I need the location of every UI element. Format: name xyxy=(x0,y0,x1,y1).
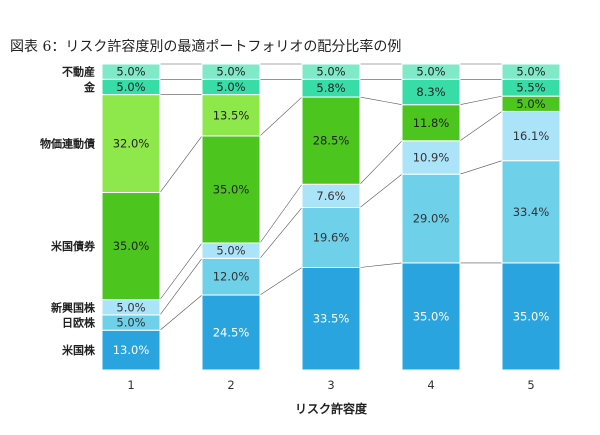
bar-segment xyxy=(301,207,361,268)
series-label: 金 xyxy=(83,80,96,94)
data-label: 5.0% xyxy=(116,65,145,79)
bar-segment xyxy=(501,160,561,264)
x-axis: 1 2 3 4 5 リスク許容度 xyxy=(127,378,534,416)
series-label: 米国株 xyxy=(61,343,96,357)
bar-segment xyxy=(201,294,261,371)
data-label: 5.0% xyxy=(516,97,545,111)
connector-line xyxy=(459,111,503,142)
x-tick-label: 2 xyxy=(227,378,234,392)
x-tick-label: 1 xyxy=(127,378,134,392)
bar-segment xyxy=(501,63,561,80)
bar-group-5: 35.0% 33.4% 16.1% 5.0% 5.5% 5.0% xyxy=(501,63,561,371)
x-tick-label: 4 xyxy=(427,378,434,392)
figure-title: 図表 6：リスク許容度別の最適ポートフォリオの配分比率の例 xyxy=(10,39,402,55)
connector-line xyxy=(459,160,503,175)
data-label: 13.0% xyxy=(113,343,150,357)
bar-segment xyxy=(201,94,261,137)
data-label: 8.3% xyxy=(416,85,445,99)
connector-line xyxy=(359,140,403,185)
connector-line xyxy=(159,242,203,300)
bar-segment xyxy=(101,63,161,80)
data-label: 5.0% xyxy=(116,300,145,314)
x-axis-title: リスク許容度 xyxy=(295,401,368,416)
data-label: 5.0% xyxy=(216,80,245,94)
data-label: 13.5% xyxy=(213,108,250,122)
data-label: 35.0% xyxy=(413,309,450,323)
series-label: 日欧株 xyxy=(62,316,96,330)
data-label: 12.0% xyxy=(213,270,250,284)
connector-line xyxy=(259,184,303,244)
connector-line xyxy=(359,262,403,268)
data-label: 33.5% xyxy=(313,312,350,326)
data-label: 33.4% xyxy=(513,205,550,219)
bar-segment xyxy=(401,104,461,142)
bar-segment xyxy=(201,257,261,296)
bar-groups: 13.0%5.0%5.0%35.0%32.0%5.0%5.0%24.5%12.0… xyxy=(101,63,561,371)
data-label: 5.0% xyxy=(416,65,445,79)
data-label: 5.5% xyxy=(516,81,545,95)
bar-segment xyxy=(301,63,361,80)
bar-segment xyxy=(301,266,361,371)
data-label: 16.1% xyxy=(513,129,550,143)
data-label: 7.6% xyxy=(316,189,345,203)
data-label: 5.0% xyxy=(116,316,145,330)
data-label: 5.8% xyxy=(316,81,345,95)
data-label: 5.0% xyxy=(516,65,545,79)
connector-line xyxy=(259,96,303,137)
data-label: 5.0% xyxy=(116,80,145,94)
bar-segment xyxy=(201,135,261,244)
bar-group-1: 13.0%5.0%5.0%35.0%32.0%5.0%5.0% xyxy=(101,63,161,371)
bar-group-4: 35.0% 29.0% 10.9% 11.8% 8.3% 5.0% xyxy=(401,63,461,371)
data-label: 35.0% xyxy=(513,309,550,323)
bar-segment xyxy=(101,94,161,194)
connector-line xyxy=(359,96,403,105)
series-label: 米国債券 xyxy=(50,239,96,253)
bar-segment xyxy=(401,262,461,371)
series-label: 物価連動債 xyxy=(40,137,95,151)
data-label: 29.0% xyxy=(413,212,450,226)
data-label: 35.0% xyxy=(113,239,150,253)
connector-line xyxy=(159,135,203,193)
connector-lines xyxy=(159,63,503,331)
data-label: 5.0% xyxy=(216,244,245,258)
connector-line xyxy=(259,207,303,259)
connector-line xyxy=(359,173,403,208)
bar-segment xyxy=(401,78,461,106)
connector-line xyxy=(159,258,203,316)
data-label: 28.5% xyxy=(313,134,350,148)
x-tick-label: 5 xyxy=(527,378,534,392)
x-tick-label: 3 xyxy=(327,378,334,392)
data-label: 5.0% xyxy=(316,65,345,79)
data-label: 24.5% xyxy=(213,326,250,340)
data-label: 5.0% xyxy=(216,65,245,79)
series-label: 不動産 xyxy=(62,65,95,79)
data-label: 35.0% xyxy=(213,182,250,196)
series-label: 新興国株 xyxy=(51,300,96,314)
bar-group-3: 33.5% 19.6% 7.6% 28.5% 5.8% 5.0% xyxy=(301,63,361,371)
connector-line xyxy=(459,95,503,105)
data-label: 10.9% xyxy=(413,150,450,164)
connector-line xyxy=(259,267,303,296)
bar-segment xyxy=(501,262,561,371)
bar-segment xyxy=(401,140,461,175)
bar-segment xyxy=(401,173,461,264)
bar-segment xyxy=(501,110,561,162)
data-label: 11.8% xyxy=(413,116,450,130)
data-label: 19.6% xyxy=(313,231,350,245)
connector-line xyxy=(159,294,203,331)
bar-segment xyxy=(201,63,261,80)
bar-segment xyxy=(401,63,461,80)
data-label: 32.0% xyxy=(113,137,150,151)
bar-group-2: 24.5%12.0%5.0%35.0%13.5%5.0%5.0% xyxy=(201,63,261,371)
